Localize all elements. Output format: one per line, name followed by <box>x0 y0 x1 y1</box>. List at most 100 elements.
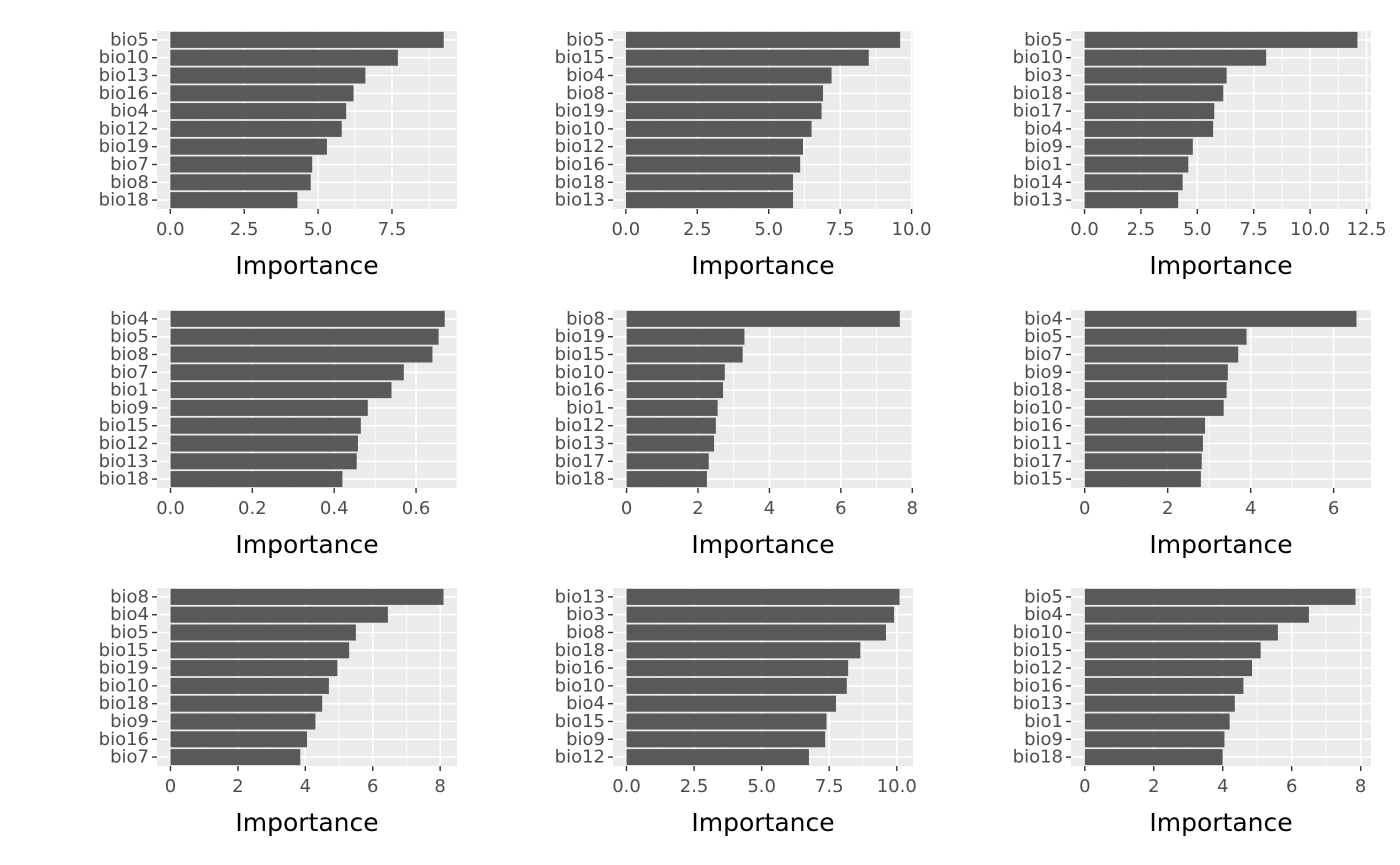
bar <box>626 677 847 694</box>
x-tick-label: 7.5 <box>815 776 844 797</box>
bar <box>625 85 823 102</box>
bar <box>1084 328 1247 345</box>
bar <box>626 749 809 766</box>
y-tick-label: bio7 <box>110 747 149 768</box>
y-tick-label: bio10 <box>1013 397 1063 418</box>
y-tick-label: bio10 <box>555 362 605 383</box>
bar <box>626 328 745 345</box>
y-tick-label: bio18 <box>1013 380 1063 401</box>
y-tick-label: bio13 <box>555 190 605 211</box>
bar <box>170 156 313 173</box>
y-tick-label: bio19 <box>99 658 149 679</box>
bar <box>1084 660 1253 677</box>
x-axis-label: Importance <box>1149 251 1292 280</box>
bar <box>1084 192 1179 209</box>
chart-panel: bio5bio10bio13bio16bio4bio12bio19bio7bio… <box>99 29 457 280</box>
x-tick-label: 6 <box>1286 776 1297 797</box>
bar <box>170 120 342 137</box>
bar <box>1084 435 1203 452</box>
bar <box>170 85 354 102</box>
bar <box>170 435 358 452</box>
bar <box>626 399 718 416</box>
bar <box>170 328 439 345</box>
bar <box>1084 731 1225 748</box>
y-tick-label: bio19 <box>99 136 149 157</box>
y-tick-label: bio9 <box>1024 362 1063 383</box>
y-tick-label: bio4 <box>110 308 149 329</box>
y-tick-label: bio13 <box>99 451 149 472</box>
y-tick-label: bio15 <box>99 415 149 436</box>
x-axis-label: Importance <box>691 808 834 837</box>
bar <box>1084 138 1193 155</box>
y-tick-label: bio13 <box>99 65 149 86</box>
bar <box>170 138 327 155</box>
bar <box>170 192 298 209</box>
y-tick-label: bio7 <box>1024 344 1063 365</box>
y-tick-label: bio7 <box>110 154 149 175</box>
bar <box>1084 713 1230 730</box>
y-tick-label: bio18 <box>99 693 149 714</box>
y-tick-label: bio16 <box>555 658 605 679</box>
y-tick-label: bio4 <box>566 65 605 86</box>
x-tick-label: 10.0 <box>877 776 917 797</box>
bar <box>170 471 343 488</box>
x-tick-label: 2 <box>232 776 243 797</box>
bar <box>170 606 388 623</box>
bar <box>626 642 861 659</box>
bar <box>625 67 832 84</box>
y-tick-label: bio15 <box>1013 469 1063 490</box>
x-tick-label: 5.0 <box>1183 219 1212 240</box>
y-tick-label: bio1 <box>1024 154 1063 175</box>
x-tick-label: 0.0 <box>156 219 185 240</box>
x-axis-label: Importance <box>1149 530 1292 559</box>
y-tick-label: bio9 <box>1024 729 1063 750</box>
bar <box>170 103 347 120</box>
x-tick-label: 5.0 <box>747 776 776 797</box>
y-tick-label: bio8 <box>566 308 605 329</box>
y-tick-label: bio19 <box>555 326 605 347</box>
y-tick-label: bio18 <box>555 172 605 193</box>
chart-panel: bio5bio4bio10bio15bio12bio16bio13bio1bio… <box>1013 586 1371 837</box>
y-tick-label: bio16 <box>99 83 149 104</box>
y-tick-label: bio4 <box>1024 308 1063 329</box>
bar <box>625 192 793 209</box>
y-tick-label: bio16 <box>555 380 605 401</box>
x-tick-label: 0 <box>165 776 176 797</box>
bar <box>1084 399 1224 416</box>
chart-panel: bio13bio3bio8bio18bio16bio10bio4bio15bio… <box>555 586 917 837</box>
bar <box>170 677 329 694</box>
y-tick-label: bio5 <box>110 29 149 50</box>
y-tick-label: bio17 <box>555 451 605 472</box>
y-tick-label: bio8 <box>566 622 605 643</box>
bar <box>170 310 445 327</box>
x-tick-label: 7.5 <box>1239 219 1268 240</box>
y-tick-label: bio12 <box>555 747 605 768</box>
y-tick-label: bio13 <box>1013 693 1063 714</box>
bar <box>1084 453 1202 470</box>
y-tick-label: bio18 <box>1013 747 1063 768</box>
y-tick-label: bio12 <box>99 118 149 139</box>
bar <box>1084 695 1235 712</box>
y-tick-label: bio9 <box>1024 136 1063 157</box>
x-tick-label: 0.2 <box>238 498 267 519</box>
y-tick-label: bio8 <box>110 586 149 607</box>
bar <box>1084 471 1201 488</box>
chart-panel: bio4bio5bio7bio9bio18bio10bio16bio11bio1… <box>1013 308 1371 559</box>
bar <box>625 138 803 155</box>
bar <box>1084 120 1214 137</box>
y-tick-label: bio5 <box>110 622 149 643</box>
bar <box>170 31 444 48</box>
x-tick-label: 10.0 <box>892 219 932 240</box>
bar <box>626 435 715 452</box>
bar <box>170 49 398 66</box>
chart-panel: bio8bio4bio5bio15bio19bio10bio18bio9bio1… <box>99 586 457 837</box>
bar <box>1084 346 1239 363</box>
y-tick-label: bio15 <box>555 344 605 365</box>
bar <box>1084 382 1227 399</box>
x-tick-label: 6 <box>1328 498 1339 519</box>
y-tick-label: bio15 <box>555 711 605 732</box>
y-tick-label: bio10 <box>555 675 605 696</box>
bar <box>625 156 801 173</box>
x-axis-label: Importance <box>235 530 378 559</box>
y-tick-label: bio15 <box>99 640 149 661</box>
